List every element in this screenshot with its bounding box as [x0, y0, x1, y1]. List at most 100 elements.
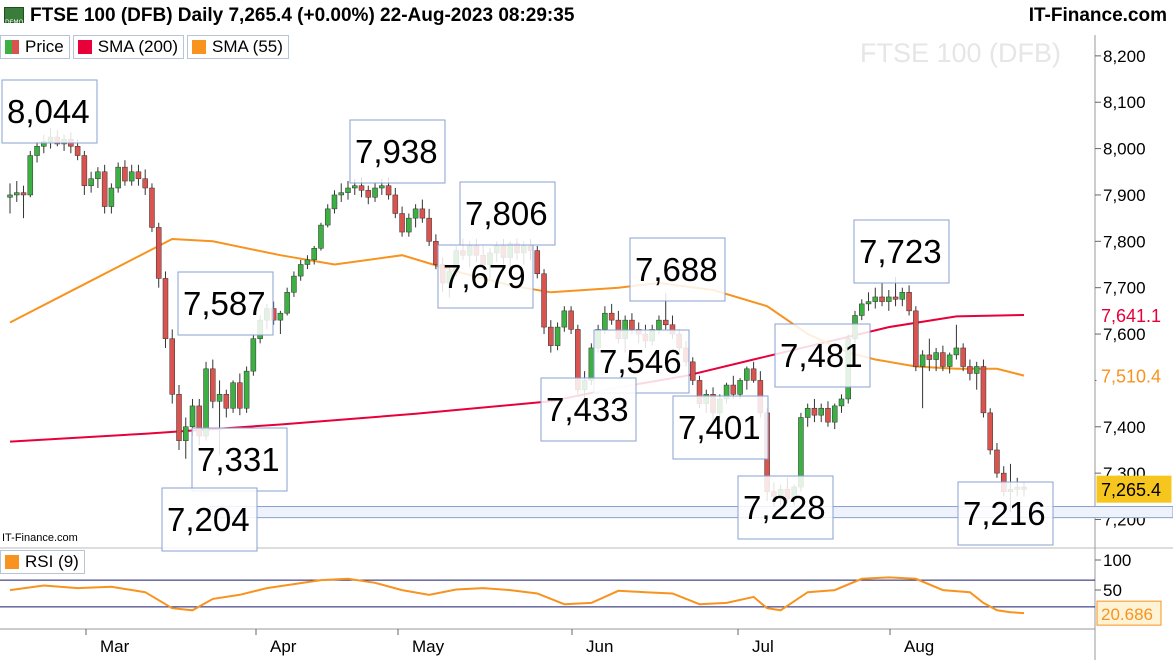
candle-body: [987, 412, 993, 451]
price-annotation: 7,546: [593, 329, 690, 394]
candle-body: [176, 394, 182, 441]
candle-body: [216, 394, 223, 402]
candle-body: [331, 194, 338, 210]
y-tick-label: 8,000: [1103, 140, 1146, 159]
annotation-label: 7,228: [743, 489, 826, 526]
price-annotation: 7,204: [161, 487, 258, 552]
annotation-box: [853, 219, 950, 284]
candle-body: [135, 171, 142, 179]
candle-body: [859, 303, 865, 316]
candle-body: [210, 368, 216, 402]
annotation-box: [957, 481, 1054, 546]
candle-body: [406, 217, 412, 233]
candle-body: [338, 192, 344, 196]
candle-body: [656, 319, 662, 330]
candle-body: [20, 192, 27, 196]
legend-label-price: Price: [25, 37, 64, 56]
annotation-box: [349, 119, 446, 184]
x-tick-label: Apr: [270, 637, 297, 656]
candle-body: [973, 366, 980, 374]
candle-body: [34, 146, 40, 156]
candle-body: [730, 384, 737, 395]
candle-body: [750, 368, 757, 381]
annotation-box: [191, 427, 288, 492]
candle-body: [101, 171, 108, 207]
legend-item-rsi[interactable]: RSI (9): [0, 550, 85, 574]
candle-body: [886, 296, 892, 302]
legend-item-price[interactable]: Price: [0, 35, 70, 59]
candle-body: [534, 250, 541, 275]
price-swatch-icon: [5, 40, 19, 54]
candle-body: [250, 338, 257, 372]
legend-label-rsi: RSI (9): [25, 552, 79, 571]
candle-body: [223, 394, 230, 409]
candle-body: [825, 407, 831, 423]
candle-body: [88, 178, 94, 186]
sma200-value-tag-bg: [1096, 301, 1172, 329]
annotation-label: 7,679: [443, 258, 526, 295]
candle-body: [588, 347, 595, 381]
annotation-label: 7,216: [963, 495, 1046, 532]
sma55-value-tag: 7,510.4: [1101, 367, 1161, 387]
candle-body: [155, 227, 162, 279]
price-annotation: 7,331: [191, 427, 288, 492]
candle-body: [804, 407, 811, 418]
legend-label-sma55: SMA (55): [212, 37, 283, 56]
candle-body: [608, 312, 615, 321]
candle-body: [230, 382, 236, 409]
sma55-line: [9, 237, 1025, 377]
price-annotation: 7,481: [774, 323, 871, 388]
candle-body: [818, 407, 824, 416]
sma200-swatch-icon: [77, 40, 92, 54]
candle-body: [838, 398, 845, 407]
annotation-label: 7,204: [167, 501, 250, 538]
y-tick-label: 7,400: [1103, 418, 1146, 437]
price-annotation: 8,044: [1, 79, 98, 144]
annotation-box: [1, 79, 98, 144]
candle-body: [14, 192, 20, 196]
candle-body: [27, 155, 34, 196]
chart-watermark: FTSE 100 (DFB): [860, 38, 1062, 68]
brand-name[interactable]: IT-Finance.com: [1028, 5, 1167, 26]
candle-body: [358, 185, 365, 191]
candle-body: [352, 185, 358, 189]
candle-body: [345, 187, 351, 193]
sma55-value-tag-bg: [1096, 362, 1172, 390]
x-tick-label: Aug: [904, 637, 934, 656]
candle-body: [554, 326, 561, 346]
legend-item-sma200[interactable]: SMA (200): [72, 35, 185, 59]
x-tick-label: Jun: [586, 637, 613, 656]
candle-body: [385, 185, 392, 196]
candle-body: [899, 292, 906, 300]
candle-body: [892, 296, 899, 300]
candle-body: [412, 208, 419, 219]
annotation-box: [177, 271, 274, 336]
candle-body: [324, 208, 331, 226]
candle-body: [872, 296, 879, 302]
candle-body: [561, 310, 568, 328]
candle-body: [122, 166, 128, 182]
legend-item-sma55[interactable]: SMA (55): [187, 35, 289, 59]
candle-body: [311, 248, 317, 261]
y-tick-label: 7,900: [1103, 186, 1146, 205]
rsi-value-tag: 20.686: [1101, 605, 1153, 624]
candle-body: [149, 187, 155, 228]
candle-body: [372, 187, 378, 198]
title-bar: DEMO FTSE 100 (DFB) Daily 7,265.4 (+0.00…: [0, 0, 1173, 35]
annotation-label: 7,938: [355, 133, 438, 170]
annotation-box: [629, 237, 726, 302]
candle-body: [879, 296, 885, 302]
candle-body: [960, 347, 966, 367]
candle-body: [940, 352, 946, 367]
y-tick-label: 8,100: [1103, 93, 1146, 112]
rsi-legend: RSI (9): [0, 550, 88, 574]
annotation-label: 7,481: [780, 337, 863, 374]
x-tick-label: Jul: [752, 637, 774, 656]
candle-body: [602, 312, 608, 330]
candle-body: [568, 310, 574, 330]
y-tick-label: 7,700: [1103, 279, 1146, 298]
annotation-label: 7,806: [465, 195, 548, 232]
chart-title: FTSE 100 (DFB) Daily 7,265.4 (+0.00%) 22…: [30, 5, 575, 26]
candle-body: [95, 171, 101, 179]
